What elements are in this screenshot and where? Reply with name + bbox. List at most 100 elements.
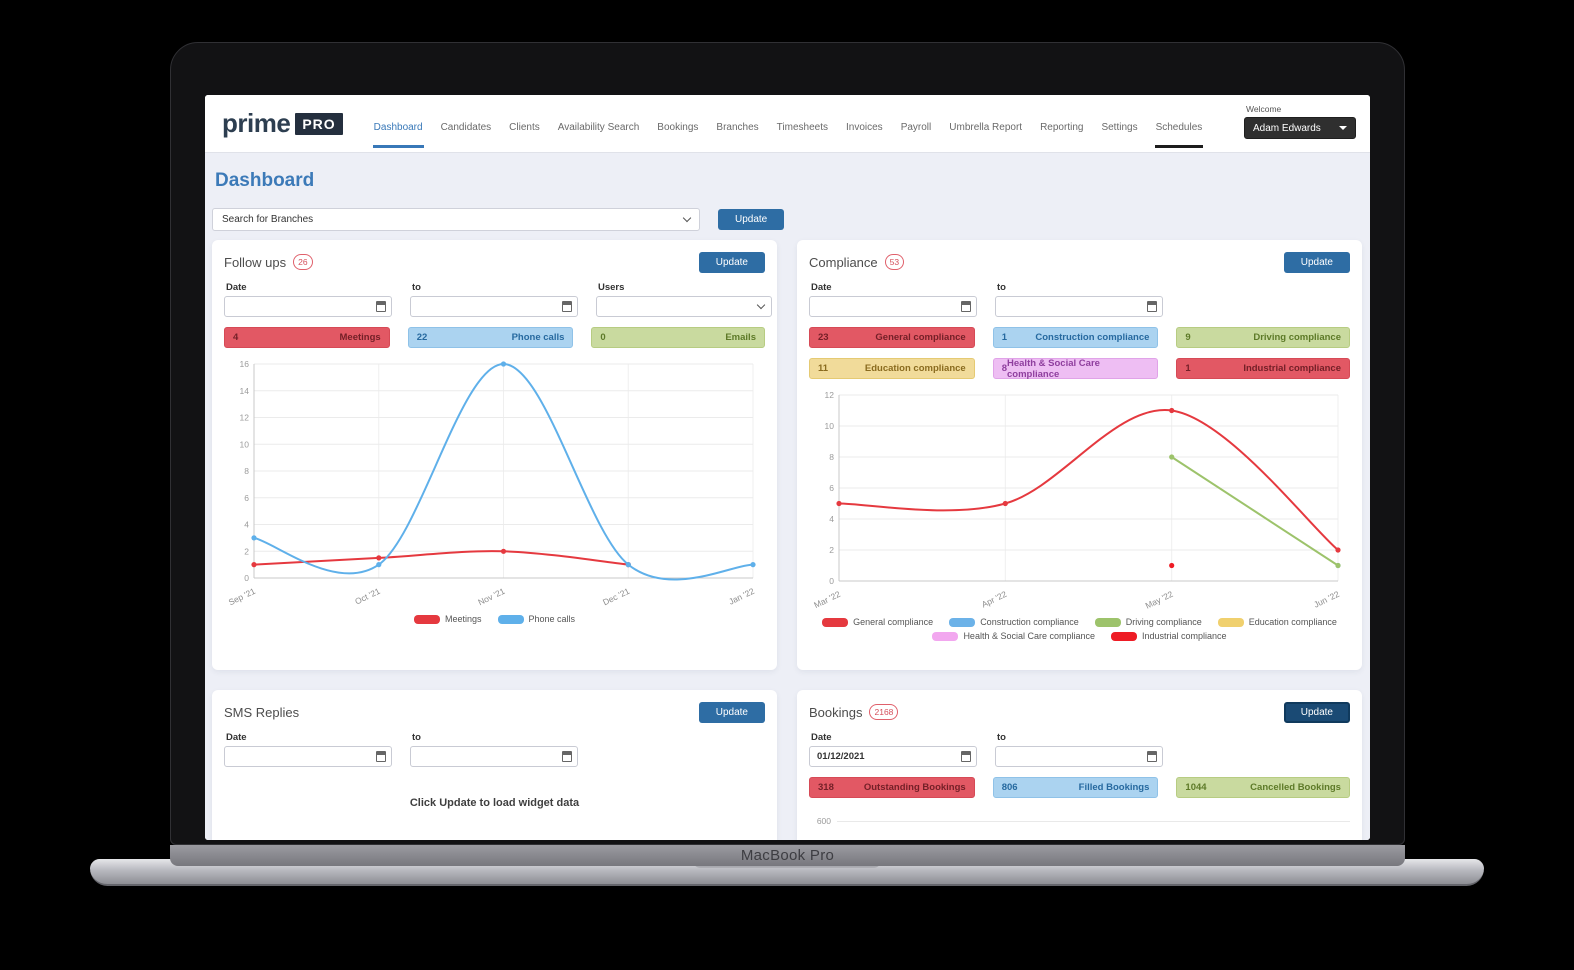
nav-payroll[interactable]: Payroll: [900, 122, 932, 133]
nav-availability-search[interactable]: Availability Search: [557, 122, 640, 133]
svg-text:2: 2: [244, 546, 249, 556]
legend-item: Driving compliance: [1094, 617, 1202, 627]
legend-item: Phone calls: [497, 614, 575, 624]
date-from-input[interactable]: [809, 296, 977, 317]
chip-value: 318: [818, 782, 834, 793]
chip-value: 0: [600, 332, 606, 343]
nav-settings[interactable]: Settings: [1101, 122, 1138, 133]
calendar-icon[interactable]: [562, 751, 572, 762]
svg-text:4: 4: [244, 520, 249, 530]
brand-logo: prime PRO: [222, 108, 343, 139]
nav-timesheets[interactable]: Timesheets: [776, 122, 828, 133]
follow-ups-update-button[interactable]: Update: [698, 251, 765, 273]
date-label: Date: [811, 732, 832, 743]
compliance-count-badge: 53: [884, 254, 905, 270]
chip-value: 8: [1001, 363, 1007, 374]
chip-label: Filled Bookings: [1078, 782, 1150, 793]
panel-title: Follow ups: [224, 254, 287, 270]
legend-item: Health & Social Care compliance: [932, 631, 1095, 641]
welcome-label: Welcome: [1246, 104, 1282, 114]
date-to-input[interactable]: [995, 296, 1163, 317]
nav-bookings[interactable]: Bookings: [657, 122, 699, 133]
to-label: to: [412, 282, 421, 293]
follow-ups-header: Follow ups 26 Update: [224, 250, 765, 274]
compliance-update-button[interactable]: Update: [1283, 251, 1350, 273]
nav-invoices[interactable]: Invoices: [846, 122, 883, 133]
sms-replies-panel: SMS Replies Update Date: [212, 690, 777, 840]
nav-dashboard[interactable]: Dashboard: [372, 99, 424, 148]
chevron-down-icon: [682, 213, 692, 223]
date-to-input[interactable]: [410, 746, 578, 767]
y-axis-tick: 600: [816, 816, 831, 826]
nav-umbrella-report[interactable]: Umbrella Report: [949, 122, 1023, 133]
calendar-icon[interactable]: [376, 751, 386, 762]
nav-reporting[interactable]: Reporting: [1040, 122, 1084, 133]
general-compliance-chip: 23 General compliance: [809, 327, 975, 348]
svg-text:10: 10: [825, 421, 835, 431]
legend-swatch: [949, 617, 976, 627]
svg-text:Nov '21: Nov '21: [476, 586, 506, 608]
app-screen: prime PRO Dashboard Candidates Clients A…: [205, 95, 1370, 840]
date-to-input[interactable]: [995, 746, 1163, 767]
panel-title: SMS Replies: [224, 704, 300, 720]
nav-candidates[interactable]: Candidates: [440, 122, 492, 133]
chip-label: Cancelled Bookings: [1250, 782, 1341, 793]
follow-ups-chart: Sep '21 Oct '21 Nov '21 Dec '21 Jan '22 0 2 4 6 8…: [227, 359, 756, 608]
nav-clients[interactable]: Clients: [509, 122, 540, 133]
calendar-icon[interactable]: [1147, 301, 1157, 312]
compliance-legend-row-1: General compliance Construction complian…: [809, 617, 1350, 627]
nav-branches[interactable]: Branches: [716, 122, 759, 133]
date-to-input[interactable]: [410, 296, 578, 317]
filled-bookings-chip: 806 Filled Bookings: [992, 777, 1159, 798]
chip-value: 1: [1185, 363, 1191, 374]
bookings-count-badge: 2168: [869, 704, 899, 720]
chip-value: 9: [1185, 332, 1191, 343]
chip-value: 1044: [1185, 782, 1207, 793]
svg-text:0: 0: [829, 576, 834, 586]
svg-text:14: 14: [240, 386, 250, 396]
svg-text:2: 2: [829, 545, 834, 555]
chip-label: Industrial compliance: [1243, 363, 1341, 374]
app-header: prime PRO Dashboard Candidates Clients A…: [205, 95, 1370, 152]
calendar-icon[interactable]: [1147, 751, 1157, 762]
compliance-stats-row-2: 11 Education compliance 8 Health & Socia…: [809, 358, 1350, 380]
legend-item: General compliance: [822, 617, 933, 627]
chip-label: Phone calls: [511, 332, 565, 343]
compliance-chart: Mar '22 Apr '22 May '22 Jun '22 0 2 4 6 8 10 12: [812, 390, 1341, 611]
users-select[interactable]: [596, 296, 772, 317]
calendar-icon[interactable]: [961, 301, 971, 312]
date-from-input[interactable]: [809, 746, 977, 767]
bookings-update-button[interactable]: Update: [1283, 701, 1350, 723]
sms-replies-header: SMS Replies Update: [224, 700, 765, 724]
chip-value: 806: [1001, 782, 1018, 793]
branch-update-button[interactable]: Update: [718, 209, 785, 230]
follow-ups-legend: Meetings Phone calls: [224, 614, 765, 624]
svg-text:16: 16: [240, 359, 250, 369]
sms-replies-update-button[interactable]: Update: [698, 701, 765, 723]
phone-calls-chip: 22 Phone calls: [407, 327, 574, 348]
nav-schedules[interactable]: Schedules: [1154, 99, 1204, 148]
svg-text:Jun '22: Jun '22: [1312, 589, 1341, 610]
legend-label: Construction compliance: [980, 617, 1079, 627]
widget-empty-message: Click Update to load widget data: [409, 797, 580, 809]
legend-swatch: [413, 614, 440, 624]
user-menu-button[interactable]: Adam Edwards: [1244, 117, 1356, 139]
page-title: Dashboard: [215, 170, 315, 191]
emails-chip: 0 Emails: [591, 327, 765, 348]
legend-label: Education compliance: [1248, 617, 1337, 627]
compliance-filters: Date to: [809, 282, 1350, 317]
branch-search-row: Search for Branches Update: [212, 208, 1370, 231]
calendar-icon[interactable]: [376, 301, 386, 312]
calendar-icon[interactable]: [961, 751, 971, 762]
industrial-compliance-chip: 1 Industrial compliance: [1176, 358, 1350, 379]
date-from-input[interactable]: [224, 296, 392, 317]
date-from-field: Date: [224, 732, 392, 767]
date-to-field: to: [995, 732, 1163, 767]
legend-swatch: [497, 614, 524, 624]
compliance-header: Compliance 53 Update: [809, 250, 1350, 274]
compliance-legend-row-2: Health & Social Care compliance Industri…: [809, 631, 1350, 641]
branch-select[interactable]: Search for Branches: [212, 208, 700, 231]
date-from-input[interactable]: [224, 746, 392, 767]
calendar-icon[interactable]: [562, 301, 572, 312]
